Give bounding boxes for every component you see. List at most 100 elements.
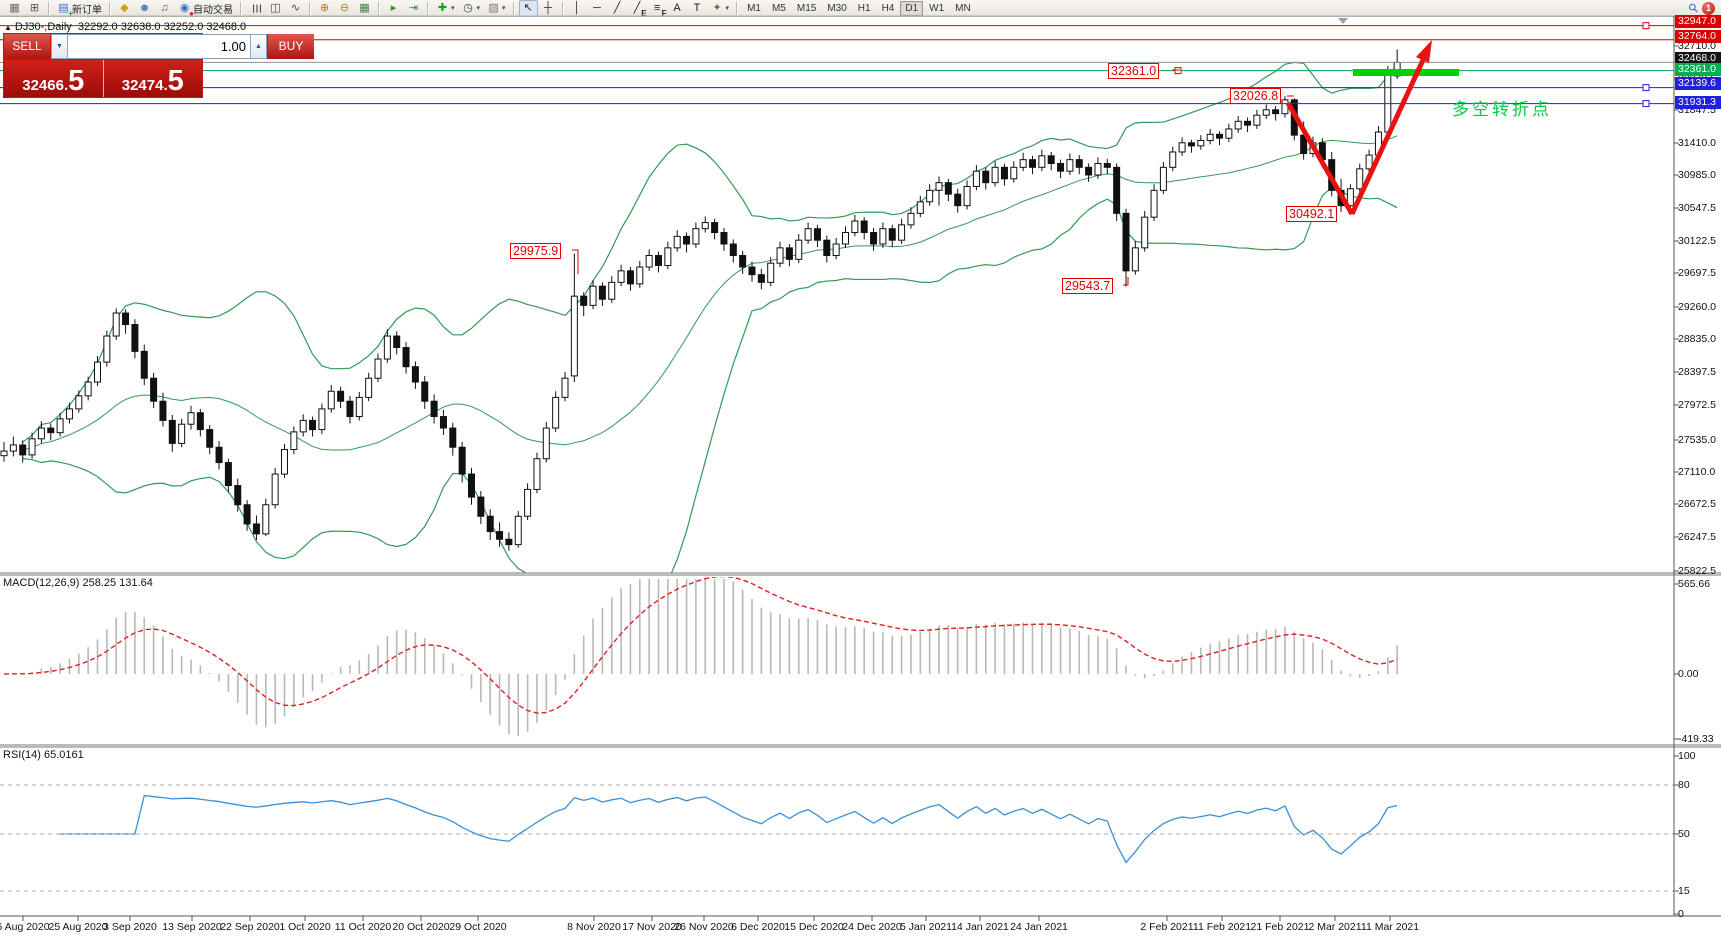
time-axis-label: 3 Sep 2020 bbox=[103, 921, 157, 933]
time-axis-label: 1 Oct 2020 bbox=[279, 921, 331, 933]
buy-price[interactable]: 32474. 5 bbox=[102, 60, 202, 97]
tile-windows-icon[interactable]: ▦ bbox=[355, 0, 374, 17]
zoom-out-icon: ⊖ bbox=[339, 1, 350, 14]
ohlc-low: 32252.0 bbox=[163, 21, 204, 33]
candlestick-chart-icon: ◫ bbox=[270, 1, 281, 14]
new-order-button[interactable]: ▤ + 新订单 bbox=[54, 0, 105, 18]
label-icon[interactable]: T bbox=[688, 0, 707, 17]
toolbar-separator bbox=[109, 1, 111, 15]
autotrading-icon: ◉ ● bbox=[179, 1, 194, 18]
price-level-label: 32361.0 bbox=[1675, 63, 1721, 76]
line-chart-icon: ∿ bbox=[290, 1, 301, 14]
cursor-icon[interactable]: ↖ bbox=[518, 0, 538, 17]
price-level-label: 32468.0 bbox=[1675, 52, 1721, 65]
market-watch-icon[interactable]: ⊞ bbox=[25, 0, 44, 17]
timeframe-w1-button[interactable]: W1 bbox=[929, 2, 945, 14]
notification-badge[interactable]: 1 bbox=[1702, 1, 1715, 15]
timeframe-m1-button[interactable]: M1 bbox=[747, 2, 761, 14]
price-axis-tick: 28397.5 bbox=[1678, 366, 1716, 378]
zoom-in-icon: ⊕ bbox=[319, 1, 330, 14]
periods-button[interactable]: ◷ ▾ bbox=[459, 0, 484, 17]
price-axis-tick: 26672.5 bbox=[1678, 498, 1716, 510]
templates-button[interactable]: ▨ ▾ bbox=[484, 0, 509, 17]
channel-icon[interactable]: ╱ E bbox=[628, 0, 647, 18]
symbol-name: DJ30-,Daily bbox=[14, 21, 72, 33]
shapes-icon: ✦ bbox=[712, 1, 722, 14]
toolbar-separator bbox=[48, 1, 50, 15]
timeframe-mn-button[interactable]: MN bbox=[955, 2, 971, 14]
zoom-out-icon[interactable]: ⊖ bbox=[335, 0, 354, 17]
toolbar-separator bbox=[512, 1, 515, 15]
horizontal-line-icon[interactable]: ─ bbox=[588, 0, 607, 17]
annotation-price-label[interactable]: 29975.9 bbox=[510, 243, 562, 259]
chart-title: ▲ DJ30-,Daily 32292.0 32638.0 32252.0 324… bbox=[4, 21, 246, 33]
sell-price[interactable]: 32466. 5 bbox=[4, 60, 103, 97]
time-axis-label: 11 Mar 2021 bbox=[1360, 921, 1420, 933]
macd-indicator-label: MACD(12,26,9) 258.25 131.64 bbox=[3, 577, 153, 589]
fibonacci-icon[interactable]: ≡ F bbox=[648, 0, 667, 18]
crosshair-icon[interactable]: ┼ bbox=[539, 0, 558, 17]
chart-window-icon[interactable]: ▦ bbox=[5, 0, 24, 17]
templates-icon: ▨ bbox=[488, 1, 499, 14]
timeframe-m5-button[interactable]: M5 bbox=[771, 2, 786, 14]
price-level-label: 32947.0 bbox=[1675, 15, 1721, 28]
new-order-icon: ▤ + bbox=[58, 1, 73, 18]
indicators-button[interactable]: ✚ ▾ bbox=[433, 0, 458, 17]
candlestick-chart-icon[interactable]: ◫ bbox=[266, 0, 285, 17]
text-icon[interactable]: A bbox=[668, 0, 687, 17]
accounts-icon[interactable]: ☻ bbox=[135, 0, 154, 17]
time-axis-label: 24 Dec 2020 bbox=[842, 921, 902, 933]
styler-icon[interactable]: ◆ bbox=[115, 0, 134, 17]
time-axis-label: 15 Dec 2020 bbox=[784, 921, 844, 933]
timeframe-m30-button[interactable]: M30 bbox=[827, 2, 847, 14]
time-axis-label: 8 Nov 2020 bbox=[567, 921, 621, 933]
volume-stepper: ▼ ▲ bbox=[50, 34, 268, 59]
annotation-price-label[interactable]: 30492.1 bbox=[1286, 206, 1338, 222]
time-axis-label: 24 Jan 2021 bbox=[1010, 921, 1068, 933]
chart-shift-icon: ⇥ bbox=[408, 1, 419, 14]
chart-note-text[interactable]: 多空转折点 bbox=[1452, 100, 1552, 119]
timeframe-m15-button[interactable]: M15 bbox=[796, 2, 817, 14]
annotation-price-label[interactable]: 32361.0 bbox=[1108, 63, 1160, 79]
alerts-icon: ♫ bbox=[160, 1, 169, 14]
volume-input[interactable] bbox=[68, 34, 250, 59]
autotrading-button[interactable]: ◉ ● 自动交易 bbox=[175, 0, 236, 18]
price-axis-tick: 27535.0 bbox=[1678, 434, 1716, 446]
fibonacci-icon: ≡ F bbox=[653, 1, 667, 18]
zoom-in-icon[interactable]: ⊕ bbox=[315, 0, 334, 17]
time-axis-label: 6 Aug 2020 bbox=[0, 921, 50, 933]
alerts-icon[interactable]: ♫ bbox=[155, 0, 174, 17]
annotation-price-label[interactable]: 29543.7 bbox=[1062, 278, 1114, 294]
periods-icon: ◷ bbox=[463, 1, 473, 14]
price-level-label: 32139.6 bbox=[1675, 77, 1721, 90]
volume-decrease-button[interactable]: ▼ bbox=[51, 34, 68, 59]
shapes-button[interactable]: ✦ ▾ bbox=[708, 0, 733, 17]
sell-button[interactable]: SELL bbox=[4, 34, 50, 59]
chart-shift-icon[interactable]: ⇥ bbox=[404, 0, 423, 17]
crosshair-icon: ┼ bbox=[544, 1, 552, 14]
price-axis-tick: 30547.5 bbox=[1678, 202, 1716, 214]
vertical-line-icon[interactable]: │ bbox=[568, 0, 587, 17]
time-axis-label: 22 Sep 2020 bbox=[220, 921, 280, 933]
timeframe-d1-button[interactable]: D1 bbox=[900, 0, 924, 16]
volume-increase-button[interactable]: ▲ bbox=[250, 34, 267, 59]
timeframe-h1-button[interactable]: H1 bbox=[857, 2, 871, 14]
time-axis-label: 11 Feb 2021 bbox=[1192, 921, 1252, 933]
price-level-label: 31931.3 bbox=[1675, 96, 1721, 109]
price-axis-tick: 29260.0 bbox=[1678, 301, 1716, 313]
time-axis-label: 21 Feb 2021 bbox=[1250, 921, 1310, 933]
line-chart-icon[interactable]: ∿ bbox=[286, 0, 305, 17]
price-axis-tick: 28835.0 bbox=[1678, 333, 1716, 345]
trendline-icon[interactable]: ╱ bbox=[608, 0, 627, 17]
buy-button[interactable]: BUY bbox=[268, 34, 314, 59]
horizontal-line-icon: ─ bbox=[593, 1, 601, 14]
timeframe-h4-button[interactable]: H4 bbox=[881, 2, 895, 14]
time-axis-label: 25 Aug 2020 bbox=[48, 921, 108, 933]
price-axis-tick: 31847.5 bbox=[1678, 104, 1716, 116]
time-axis-label: 2 Feb 2021 bbox=[1140, 921, 1194, 933]
auto-scroll-icon[interactable]: ▸ bbox=[384, 0, 403, 17]
time-axis-label: 5 Jan 2021 bbox=[900, 921, 952, 933]
price-axis-tick: 27110.0 bbox=[1678, 466, 1716, 478]
annotation-price-label[interactable]: 32026.8 bbox=[1230, 88, 1282, 104]
